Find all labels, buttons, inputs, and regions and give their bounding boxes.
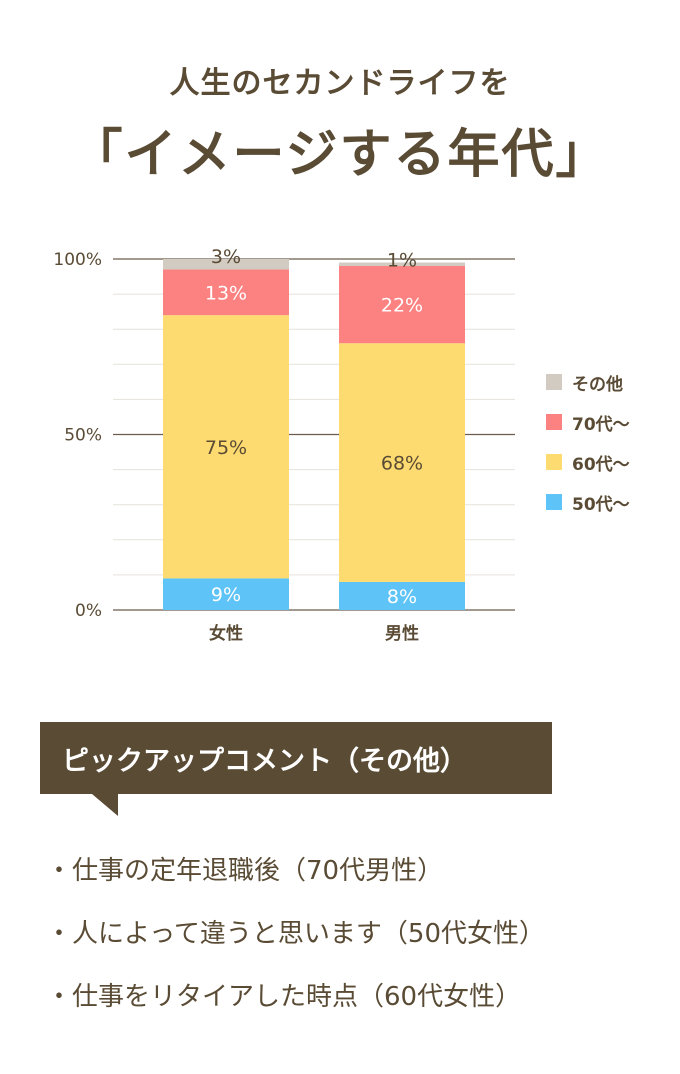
chart-legend: その他 70代〜 60代〜 50代〜 bbox=[546, 362, 630, 522]
comment-item: ・人によって違うと思います（50代女性） bbox=[46, 913, 545, 950]
legend-label: 50代〜 bbox=[572, 494, 630, 515]
legend-label: その他 bbox=[572, 374, 623, 395]
stacked-bar-chart: 0% 50% 100% 9% 75% 13% 3% 女性 8% 68% 22% 1% 男性 bbox=[53, 246, 515, 644]
bullet: ・ bbox=[46, 856, 73, 886]
pickup-banner-label: ピックアップコメント（その他） bbox=[62, 745, 467, 777]
y-tick-label: 100% bbox=[53, 250, 102, 270]
legend-item: 60代〜 bbox=[546, 442, 630, 482]
comment-text: 仕事をリタイアした時点（60代女性） bbox=[72, 982, 522, 1012]
y-tick-label: 50% bbox=[64, 426, 102, 446]
data-label: 75% bbox=[205, 437, 247, 459]
legend-item: 70代〜 bbox=[546, 402, 630, 442]
pickup-banner-tail bbox=[92, 794, 118, 816]
pickup-banner: ピックアップコメント（その他） bbox=[40, 722, 552, 794]
bar-segment bbox=[339, 343, 465, 582]
chart-title: 「イメージする年代」 bbox=[70, 125, 610, 185]
data-label: 68% bbox=[381, 453, 423, 475]
bar-segment bbox=[163, 259, 289, 270]
data-label: 8% bbox=[387, 586, 417, 608]
data-label: 22% bbox=[381, 295, 423, 317]
data-label: 13% bbox=[205, 282, 247, 304]
data-label: 1% bbox=[387, 250, 417, 272]
legend-swatch bbox=[546, 374, 562, 390]
bar-segment bbox=[163, 578, 289, 610]
bar-segment bbox=[339, 262, 465, 267]
comment-item: ・仕事をリタイアした時点（60代女性） bbox=[46, 976, 521, 1013]
bar-segment bbox=[163, 315, 289, 579]
legend-item: 50代〜 bbox=[546, 482, 630, 522]
x-tick-label: 男性 bbox=[385, 623, 419, 644]
data-label: 9% bbox=[211, 584, 241, 606]
bullet: ・ bbox=[46, 982, 73, 1012]
legend-swatch bbox=[546, 494, 562, 510]
y-tick-label: 0% bbox=[75, 601, 102, 621]
legend-label: 60代〜 bbox=[572, 454, 630, 475]
comment-text: 仕事の定年退職後（70代男性） bbox=[72, 856, 444, 886]
legend-swatch bbox=[546, 454, 562, 470]
bar-segment bbox=[339, 581, 465, 610]
bar-segment bbox=[339, 266, 465, 344]
legend-label: 70代〜 bbox=[572, 414, 630, 435]
data-label: 3% bbox=[211, 246, 241, 268]
legend-swatch bbox=[546, 414, 562, 430]
bullet: ・ bbox=[46, 919, 73, 949]
comment-item: ・仕事の定年退職後（70代男性） bbox=[46, 850, 443, 887]
legend-item: その他 bbox=[546, 362, 630, 402]
x-tick-label: 女性 bbox=[209, 623, 243, 644]
bar-segment bbox=[163, 269, 289, 316]
chart-subtitle: 人生のセカンドライフを bbox=[169, 66, 511, 101]
comment-text: 人によって違うと思います（50代女性） bbox=[72, 919, 546, 949]
